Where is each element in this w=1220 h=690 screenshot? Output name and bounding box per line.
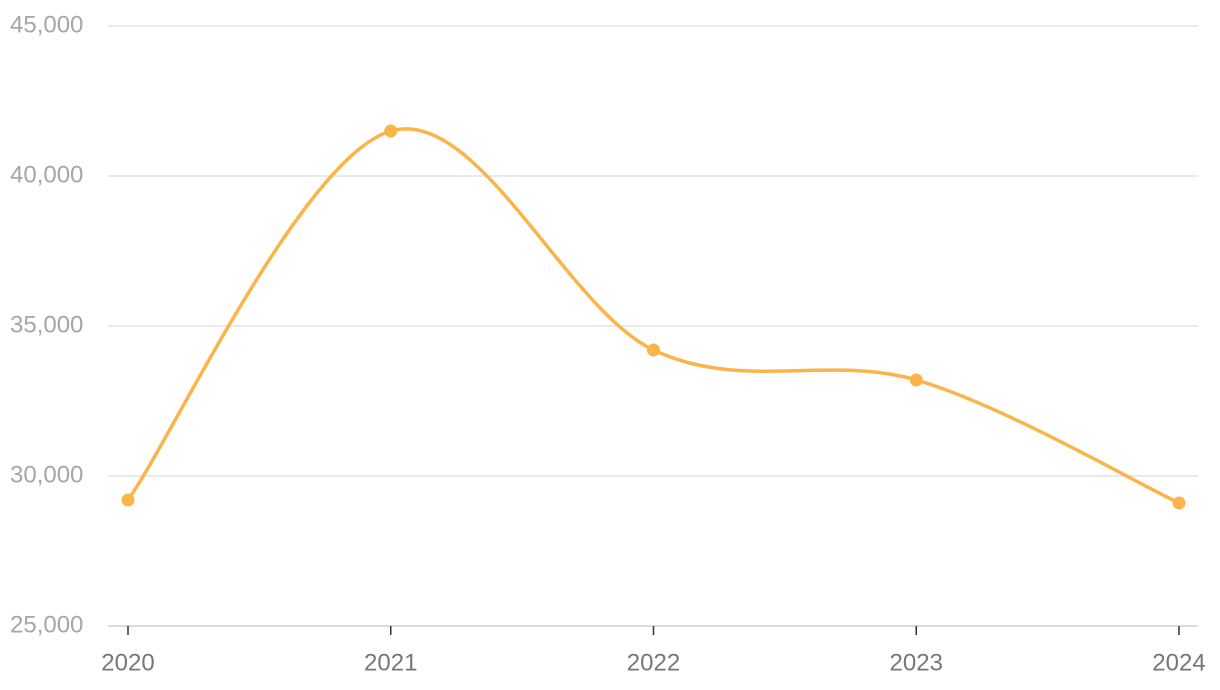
y-tick-label: 45,000 — [10, 11, 83, 38]
point — [909, 373, 923, 387]
y-tick-label: 30,000 — [10, 461, 83, 488]
y-tick-label: 25,000 — [10, 611, 83, 638]
x-tick-label: 2020 — [101, 649, 154, 676]
x-tick-label: 2024 — [1152, 649, 1205, 676]
point — [384, 124, 398, 138]
x-tick-label: 2023 — [890, 649, 943, 676]
point — [121, 493, 135, 507]
x-tick-label: 2022 — [627, 649, 680, 676]
y-tick-label: 40,000 — [10, 161, 83, 188]
x-tick-label: 2021 — [364, 649, 417, 676]
y-tick-label: 35,000 — [10, 311, 83, 338]
point — [647, 343, 660, 357]
point — [1172, 496, 1186, 510]
line — [126, 127, 1180, 505]
